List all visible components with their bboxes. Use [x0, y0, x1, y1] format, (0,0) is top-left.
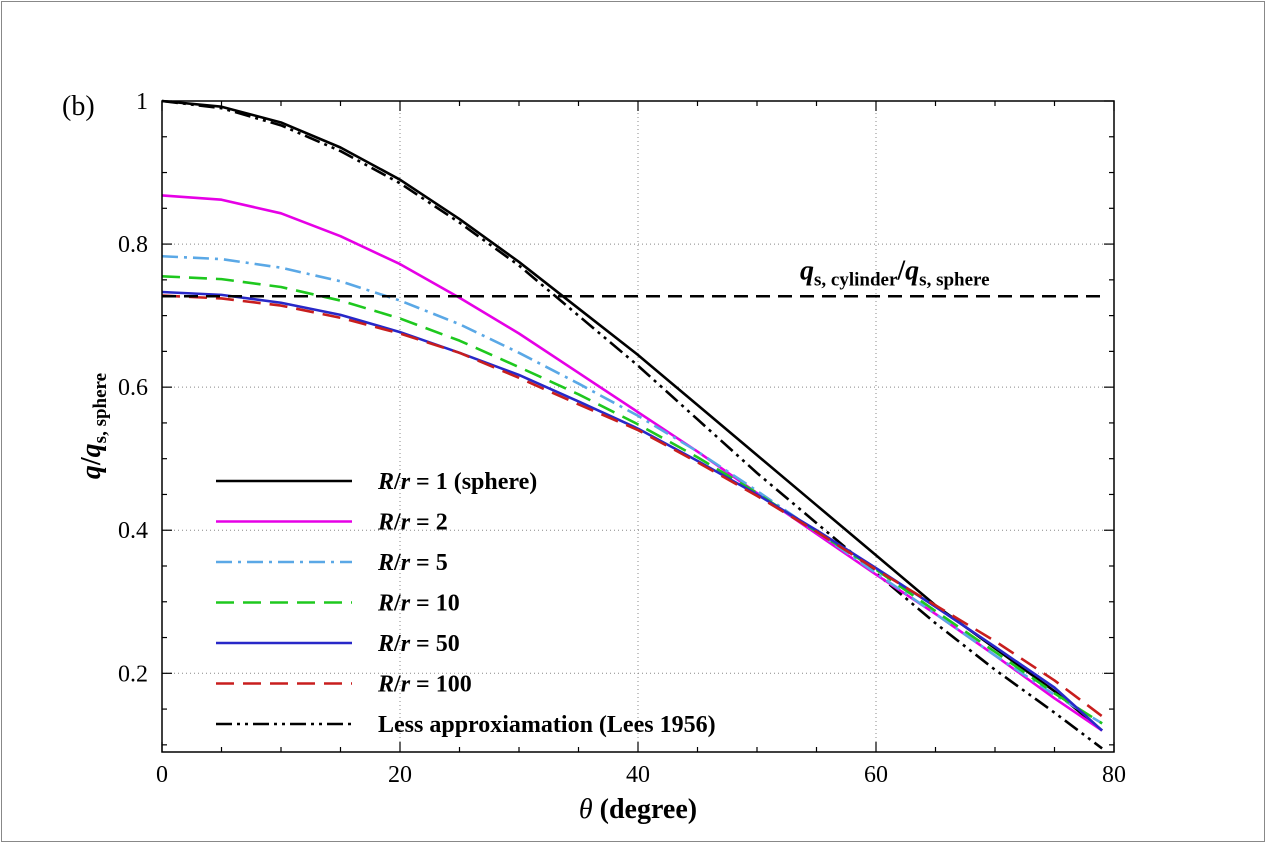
series-line-6 [161, 99, 1103, 750]
series-line-2 [161, 254, 1103, 725]
legend-label-1: R/r = 2 [377, 510, 448, 536]
x-tick-label: 80 [1102, 762, 1126, 788]
legend-label-3: R/r = 10 [377, 591, 460, 617]
y-tick-label: 0.8 [118, 232, 148, 258]
x-tick-label: 40 [626, 762, 650, 788]
legend-label-4: R/r = 50 [377, 631, 460, 657]
plot-border [161, 100, 1115, 753]
series-lines [161, 99, 1103, 750]
annotation-text: qs, cylinder/qs, sphere [800, 255, 990, 290]
x-axis-label: θ (degree) [579, 794, 697, 825]
axis-ticks: 0 20 40 60 80 0.2 0.4 0.6 0.8 1 [118, 89, 1126, 788]
legend-label-6: Less approxiamation (Lees 1956) [378, 712, 716, 738]
legend-label-0: R/r = 1 (sphere) [377, 469, 537, 495]
y-tick-label: 1 [136, 89, 148, 115]
y-tick-label: 0.2 [118, 661, 148, 687]
series-line-1 [161, 194, 1103, 732]
x-tick-label: 60 [864, 762, 888, 788]
axis-labels: θ (degree) q/qs, sphere [76, 373, 697, 825]
legend-label-5: R/r = 100 [377, 672, 472, 698]
y-tick-label: 0.6 [118, 375, 148, 401]
legend: R/r = 1 (sphere) R/r = 2 R/r = 5 R/r = 10 R/… [216, 469, 716, 738]
series-line-0 [161, 99, 1103, 732]
y-tick-label: 0.4 [118, 518, 148, 544]
series-line-4 [161, 290, 1103, 732]
y-axis-label: q/qs, sphere [76, 373, 111, 479]
grid [162, 101, 1114, 752]
annotation: qs, cylinder/qs, sphere [800, 255, 990, 290]
panel-label: (b) [62, 91, 95, 122]
series-line-5 [161, 294, 1103, 718]
series-line-3 [161, 274, 1103, 725]
legend-label-2: R/r = 5 [377, 550, 448, 576]
x-tick-label: 20 [388, 762, 412, 788]
x-tick-label: 0 [156, 762, 168, 788]
